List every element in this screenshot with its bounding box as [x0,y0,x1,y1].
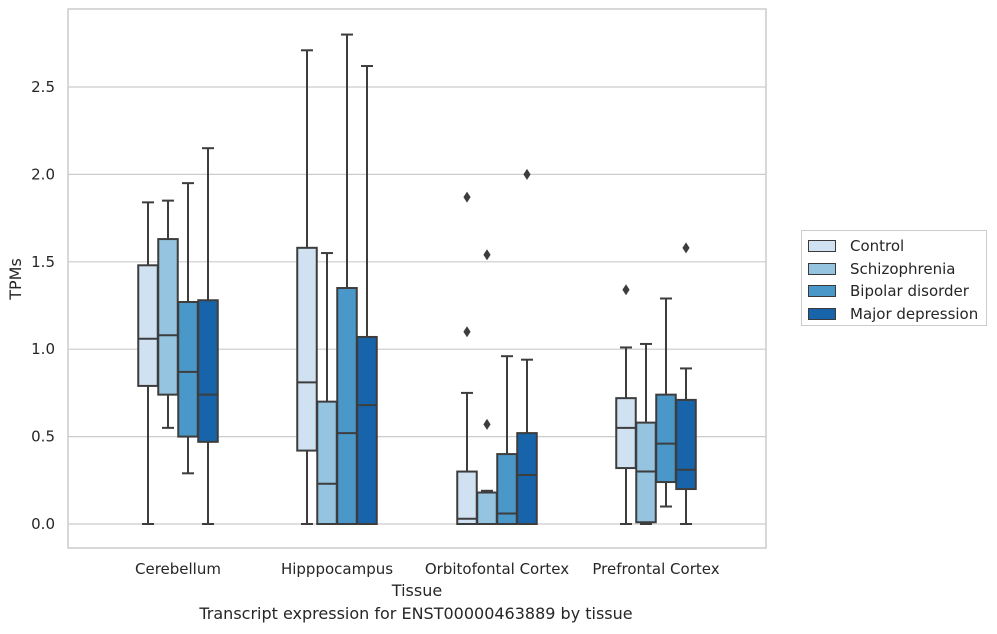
outlier-point [682,242,690,254]
box-iqr [655,393,677,484]
y-tick-label: 2.5 [31,78,55,96]
box-iqr [316,400,338,526]
box-iqr [675,398,697,491]
series-bipolar-disorder [177,33,677,525]
legend-item: Control [808,235,986,258]
figure-caption: Transcript expression for ENST0000046388… [199,604,633,623]
series-schizophrenia [157,199,657,526]
box-iqr [177,301,199,438]
box [476,249,498,526]
box-iqr [157,238,179,396]
legend-label: Major depression [850,304,979,323]
legend: Control Schizophrenia Bipolar disorder Majo… [801,230,987,326]
legend-swatch [808,240,836,253]
box [157,199,179,429]
box [296,49,318,525]
outlier-point [622,284,630,296]
box [496,355,518,525]
box [615,284,637,525]
legend-item: Major depression [808,303,986,326]
box-iqr [356,335,378,525]
box-iqr [456,470,478,525]
box-iqr [197,299,219,443]
x-tick-label: Cerebellum [135,560,221,578]
x-tick-label: Prefrontal Cortex [592,560,719,578]
legend-label: Control [850,237,905,256]
legend-item: Schizophrenia [808,258,986,281]
box [137,201,159,525]
x-axis-ticks: Cerebellum Hipppocampus Orbitofontal Corte… [135,560,720,578]
y-tick-label: 1.0 [31,340,55,358]
y-tick-label: 2.0 [31,165,55,183]
box-iqr [516,432,538,526]
box-series [137,33,697,526]
outlier-point [483,418,491,430]
x-tick-label: Orbitofontal Cortex [425,560,569,578]
legend-swatch [808,307,836,320]
box-iqr [476,491,498,526]
legend-item: Bipolar disorder [808,280,986,303]
outlier-point [463,191,471,203]
legend-label: Bipolar disorder [850,282,969,301]
box [177,182,199,475]
y-tick-label: 0.0 [31,515,55,533]
y-axis-title: TPMs [6,258,25,301]
box [655,297,677,508]
box [336,33,358,525]
box [356,65,378,525]
box [675,242,697,525]
series-major-depression [197,65,697,526]
legend-swatch [808,285,836,298]
box-iqr [615,397,637,470]
box [635,342,657,525]
x-axis-title: Tissue [391,581,442,600]
y-tick-label: 0.5 [31,428,55,446]
series-control [137,49,637,525]
legend-label: Schizophrenia [850,259,956,278]
box [197,147,219,525]
outlier-point [483,249,491,261]
box-iqr [296,246,318,452]
outlier-point [523,168,531,180]
box-iqr [137,264,159,387]
y-tick-label: 1.5 [31,253,55,271]
box [456,191,478,525]
box [316,252,338,526]
y-axis-ticks: 0.0 0.5 1.0 1.5 2.0 2.5 [31,78,55,533]
box-iqr [336,287,358,525]
outlier-point [463,326,471,338]
x-tick-label: Hipppocampus [281,560,393,578]
legend-swatch [808,262,836,275]
plot-area-frame [67,8,767,549]
box [516,168,538,526]
